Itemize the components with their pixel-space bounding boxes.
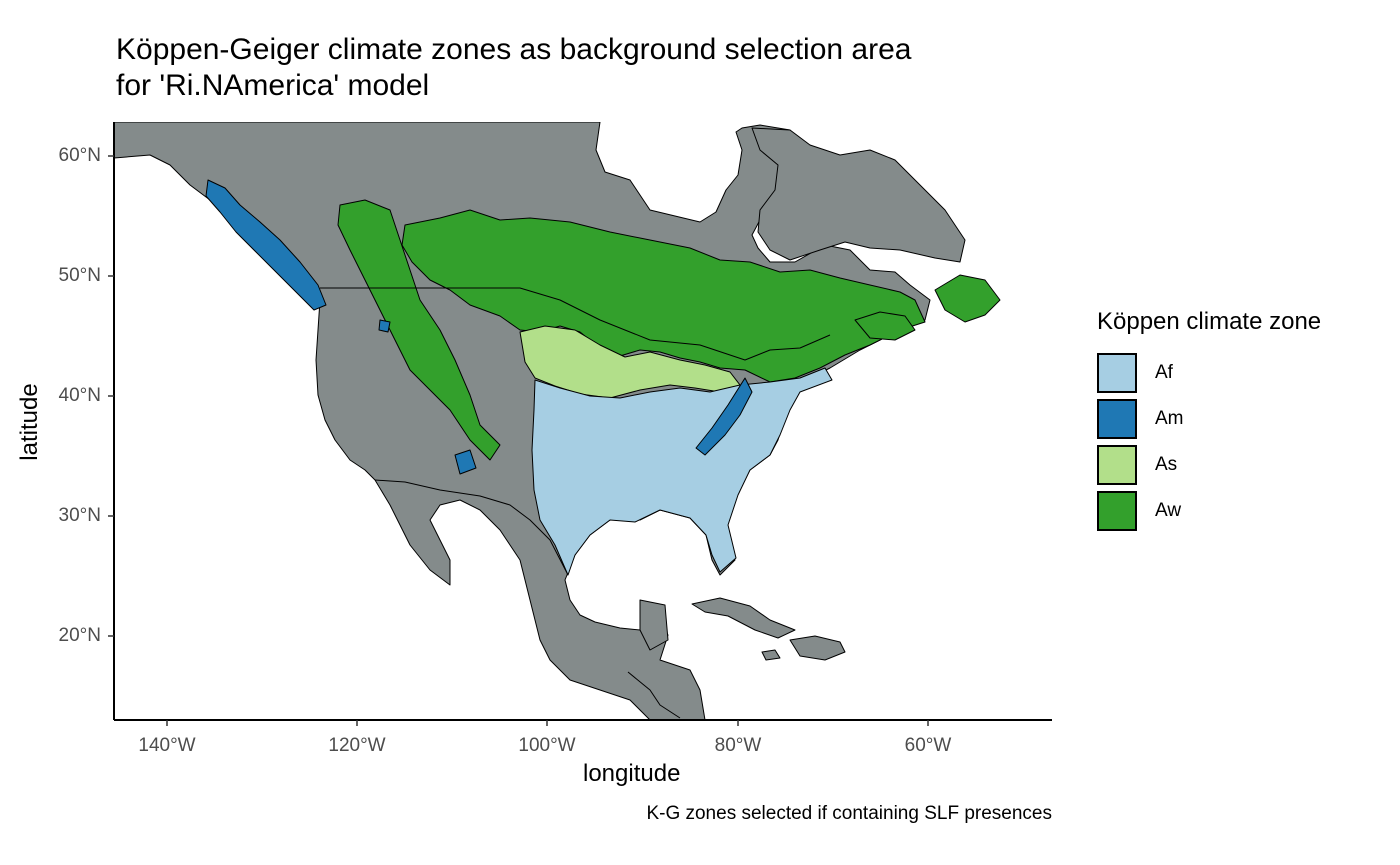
chart-title-line-1: Köppen-Geiger climate zones as backgroun… xyxy=(116,33,912,66)
land-northeast-canada xyxy=(751,127,966,263)
land-cuba xyxy=(691,597,796,639)
y-tick-label: 60°N xyxy=(58,145,101,166)
legend-item-af: Af xyxy=(1097,350,1321,396)
legend: Köppen climate zone Af Am As Aw xyxy=(1097,308,1321,534)
land-hispaniola xyxy=(789,635,846,661)
legend-key-af xyxy=(1097,353,1137,393)
legend-key-am xyxy=(1097,399,1137,439)
zone-aw-nova xyxy=(854,311,916,341)
x-tick-label: 60°W xyxy=(904,735,952,756)
zone-am-small xyxy=(378,319,391,333)
y-axis-title: latitude xyxy=(16,383,43,461)
zone-am-arizona xyxy=(454,449,477,475)
land-jamaica xyxy=(761,649,781,661)
zone-aw-main xyxy=(401,209,926,383)
land-yucatan xyxy=(639,599,669,651)
border-mexico-central xyxy=(627,671,681,719)
legend-key-aw xyxy=(1097,491,1137,531)
x-tick-label: 80°W xyxy=(714,735,762,756)
y-tick-label: 20°N xyxy=(58,625,101,646)
legend-label-aw: Aw xyxy=(1155,500,1182,521)
legend-item-as: As xyxy=(1097,442,1321,488)
legend-label-af: Af xyxy=(1155,362,1173,383)
y-tick-label: 50°N xyxy=(58,265,101,286)
chart-title-line-2: for 'Ri.NAmerica' model xyxy=(116,69,430,102)
zone-am-coast xyxy=(205,179,327,311)
legend-item-am: Am xyxy=(1097,396,1321,442)
legend-key-as xyxy=(1097,445,1137,485)
legend-item-aw: Aw xyxy=(1097,488,1321,534)
caption: K-G zones selected if containing SLF pre… xyxy=(646,803,1052,824)
zone-am-appalachian xyxy=(695,377,753,456)
y-tick-label: 40°N xyxy=(58,385,101,406)
legend-title: Köppen climate zone xyxy=(1097,308,1322,335)
border-us-mexico xyxy=(374,479,569,576)
legend-label-am: Am xyxy=(1155,408,1184,429)
legend-label-as: As xyxy=(1155,454,1178,475)
x-tick-label: 140°W xyxy=(138,735,196,756)
x-tick-label: 120°W xyxy=(328,735,386,756)
land-newfoundland xyxy=(934,274,1001,323)
chart-title: Köppen-Geiger climate zones as backgroun… xyxy=(116,32,911,104)
zone-aw-rockies xyxy=(337,199,501,461)
zone-af xyxy=(531,367,833,576)
y-tick-label: 30°N xyxy=(58,505,101,526)
x-tick-label: 100°W xyxy=(518,735,576,756)
border-us-canada xyxy=(320,287,831,361)
